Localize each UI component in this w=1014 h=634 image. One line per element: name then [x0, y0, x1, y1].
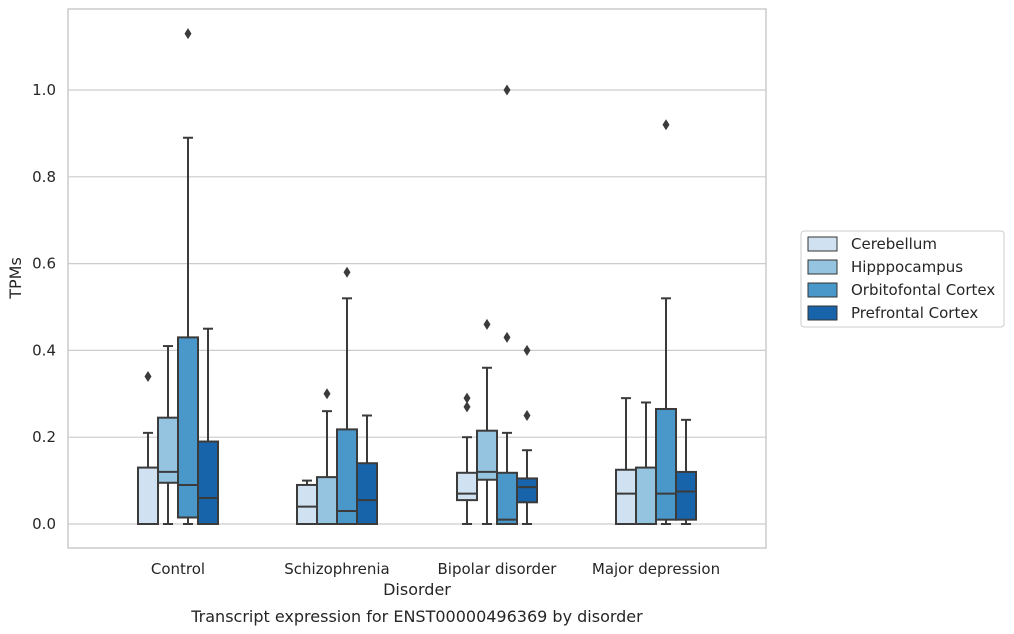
outlier-point: [323, 388, 331, 400]
x-tick-label: Major depression: [592, 560, 720, 578]
box-0-1: [157, 345, 179, 525]
box-body: [615, 468, 637, 525]
box-1-2: [336, 266, 358, 525]
outlier-point: [463, 401, 471, 413]
outlier-point: [503, 84, 511, 96]
plot-frame: [67, 8, 767, 549]
box-body: [476, 429, 498, 481]
box-2-3: [516, 344, 538, 525]
box-body: [675, 470, 697, 521]
legend-label: Cerebellum: [851, 235, 937, 253]
legend-swatch: [807, 282, 838, 298]
y-tick-label: 0.8: [32, 168, 56, 186]
outlier-point: [483, 318, 491, 330]
box-1-1: [316, 388, 338, 525]
box-1-3: [356, 414, 378, 525]
box-3-0: [615, 397, 637, 525]
box-0-0: [137, 370, 159, 525]
box-body: [496, 471, 518, 525]
outlier-point: [523, 344, 531, 356]
box-3-2: [655, 119, 677, 525]
legend: Cerebellum Hipppocampus Orbitofontal Corte…: [800, 230, 1005, 328]
outlier-point: [503, 331, 511, 343]
legend-swatch: [807, 236, 838, 252]
box-2-0: [456, 392, 478, 525]
outlier-point: [523, 410, 531, 421]
y-axis-label: TPMs: [6, 257, 25, 300]
x-tick-label: Bipolar disorder: [438, 560, 558, 578]
legend-swatch: [807, 305, 838, 321]
outlier-point: [662, 119, 670, 131]
legend-label: Orbitofontal Cortex: [851, 281, 995, 299]
box-body: [137, 466, 159, 525]
outlier-point: [343, 266, 351, 278]
box-3-1: [635, 401, 657, 525]
x-axis-label: Disorder: [383, 580, 451, 599]
box-body: [516, 477, 538, 504]
outlier-point: [184, 28, 192, 40]
box-body: [456, 471, 478, 502]
legend-label: Prefrontal Cortex: [851, 304, 978, 322]
outlier-point: [463, 392, 471, 404]
box-body: [356, 462, 378, 525]
box-body: [157, 416, 179, 484]
y-tick-label: 0.4: [32, 341, 56, 359]
legend-label: Hipppocampus: [851, 258, 963, 276]
box-body: [655, 407, 677, 521]
outlier-point: [144, 370, 152, 382]
x-tick-labels: Control Schizophrenia Bipolar disorder Majo…: [151, 560, 720, 578]
y-tick-label: 0.2: [32, 428, 56, 446]
box-body: [336, 428, 358, 525]
x-tick-label: Schizophrenia: [284, 560, 389, 578]
y-tick-label: 0.6: [32, 255, 56, 273]
y-tick-label: 1.0: [32, 81, 56, 99]
box-body: [197, 440, 219, 526]
boxes: [137, 28, 697, 526]
chart-caption: Transcript expression for ENST0000049636…: [190, 607, 643, 626]
box-body: [316, 476, 338, 525]
box-1-0: [296, 479, 318, 526]
box-body: [177, 336, 199, 519]
y-tick-labels: 0.0 0.2 0.4 0.6 0.8 1.0: [32, 81, 56, 533]
y-tick-label: 0.0: [32, 515, 56, 533]
box-body: [296, 483, 318, 526]
box-2-2: [496, 84, 518, 525]
box-0-3: [197, 327, 219, 526]
box-2-1: [476, 318, 498, 525]
legend-frame: [800, 230, 1005, 328]
box-3-3: [675, 418, 697, 525]
legend-swatch: [807, 259, 838, 275]
box-body: [635, 466, 657, 525]
box-0-2: [177, 28, 199, 525]
x-tick-label: Control: [151, 560, 205, 578]
